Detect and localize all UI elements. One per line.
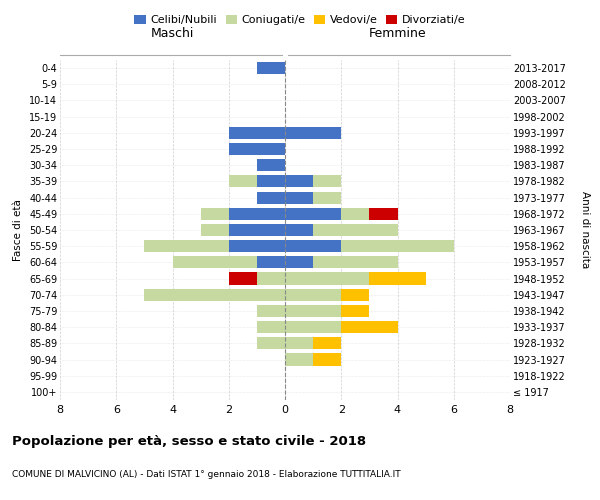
Bar bbox=[341, 240, 454, 252]
Bar bbox=[229, 272, 257, 284]
Bar bbox=[285, 208, 341, 220]
Bar bbox=[341, 305, 370, 317]
Bar bbox=[341, 321, 398, 333]
Text: Femmine: Femmine bbox=[368, 27, 427, 40]
Bar bbox=[285, 127, 341, 139]
Y-axis label: Fasce di età: Fasce di età bbox=[13, 199, 23, 261]
Bar bbox=[313, 338, 341, 349]
Bar bbox=[200, 224, 229, 236]
Bar bbox=[285, 305, 341, 317]
Bar bbox=[341, 208, 370, 220]
Bar bbox=[200, 208, 229, 220]
Bar bbox=[229, 143, 285, 155]
Bar bbox=[229, 176, 257, 188]
Bar bbox=[145, 240, 229, 252]
Bar bbox=[313, 176, 341, 188]
Bar bbox=[285, 176, 313, 188]
Legend: Celibi/Nubili, Coniugati/e, Vedovi/e, Divorziati/e: Celibi/Nubili, Coniugati/e, Vedovi/e, Di… bbox=[130, 10, 470, 30]
Bar bbox=[313, 256, 398, 268]
Bar bbox=[257, 256, 285, 268]
Bar bbox=[229, 224, 285, 236]
Bar bbox=[285, 321, 341, 333]
Text: Popolazione per età, sesso e stato civile - 2018: Popolazione per età, sesso e stato civil… bbox=[12, 435, 366, 448]
Bar bbox=[257, 305, 285, 317]
Bar bbox=[229, 240, 285, 252]
Bar bbox=[145, 288, 285, 301]
Bar bbox=[313, 354, 341, 366]
Bar bbox=[257, 62, 285, 74]
Bar bbox=[257, 272, 285, 284]
Bar bbox=[313, 224, 398, 236]
Bar bbox=[285, 338, 313, 349]
Bar bbox=[285, 224, 313, 236]
Bar bbox=[285, 288, 341, 301]
Text: Maschi: Maschi bbox=[151, 27, 194, 40]
Bar bbox=[285, 354, 313, 366]
Bar bbox=[173, 256, 257, 268]
Bar bbox=[285, 272, 370, 284]
Bar bbox=[341, 288, 370, 301]
Bar bbox=[229, 127, 285, 139]
Y-axis label: Anni di nascita: Anni di nascita bbox=[580, 192, 590, 268]
Bar bbox=[285, 256, 313, 268]
Bar bbox=[257, 321, 285, 333]
Bar bbox=[370, 272, 425, 284]
Bar bbox=[285, 192, 313, 203]
Bar bbox=[257, 338, 285, 349]
Bar bbox=[229, 208, 285, 220]
Text: COMUNE DI MALVICINO (AL) - Dati ISTAT 1° gennaio 2018 - Elaborazione TUTTITALIA.: COMUNE DI MALVICINO (AL) - Dati ISTAT 1°… bbox=[12, 470, 401, 479]
Bar bbox=[313, 192, 341, 203]
Bar bbox=[285, 240, 341, 252]
Bar bbox=[370, 208, 398, 220]
Bar bbox=[257, 159, 285, 172]
Bar bbox=[257, 176, 285, 188]
Bar bbox=[257, 192, 285, 203]
